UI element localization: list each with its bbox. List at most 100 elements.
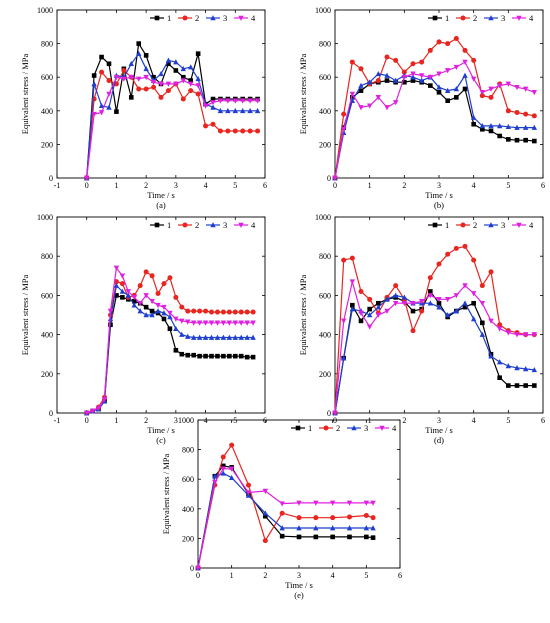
data-point [143,65,149,72]
data-point [185,319,191,325]
data-point [150,79,157,86]
data-point [488,123,494,129]
series-line-4 [86,267,254,414]
data-point [107,308,114,314]
data-point [143,53,149,58]
legend-marker-4 [379,425,385,431]
legend-marker-1 [154,222,160,228]
legend-marker-2 [182,15,188,21]
x-tick-label: 0 [85,181,89,190]
data-point [202,334,209,340]
data-point [496,359,503,365]
series-4 [332,279,538,416]
data-point [91,81,97,87]
data-point [143,312,149,318]
data-point [173,81,179,87]
data-point [99,69,105,75]
data-point [427,47,433,53]
data-point [522,124,529,130]
data-point [210,104,216,110]
y-tick-label: 600 [182,475,194,484]
data-point [232,334,238,340]
data-point [220,470,226,476]
series-line-3 [334,294,535,414]
data-point [370,535,376,540]
data-point [98,102,105,109]
data-point [393,57,399,63]
panel-label: (a) [156,200,166,210]
data-point [151,74,156,80]
data-point [210,96,216,102]
data-point [410,308,416,314]
data-point [128,60,134,67]
data-point [462,47,468,53]
data-point [462,304,468,310]
data-point [128,74,134,81]
series-4 [84,74,261,181]
data-point [392,292,399,298]
data-point [89,408,96,414]
data-point [349,279,356,285]
data-point [131,302,137,308]
legend-label-4: 4 [251,13,256,23]
x-tick-label: 5 [364,571,368,580]
data-point [506,137,511,142]
data-point [418,298,425,305]
data-point [453,86,460,92]
data-point [329,500,336,506]
data-point [471,300,476,306]
data-point [143,269,149,275]
data-point [214,334,221,340]
data-point [232,128,238,134]
data-point [179,351,185,357]
y-tick-label: 600 [319,73,331,82]
data-point [197,353,202,359]
series-line-3 [86,53,258,179]
data-point [167,310,173,316]
legend-marker-4 [238,15,244,21]
y-tick-label: 0 [190,564,194,573]
data-point [232,98,238,104]
data-point [226,309,232,315]
x-tick-label: -1 [54,181,61,190]
data-point [330,515,336,521]
x-tick-label: 6 [398,571,402,580]
data-point [471,57,477,63]
data-point [358,82,364,88]
data-point [522,86,529,92]
x-axis-label: Time / s [425,190,453,200]
data-point [188,81,194,87]
data-point [453,64,460,71]
legend: 1 2 3 4 [428,13,534,23]
data-point [119,273,126,279]
data-point [488,318,494,324]
data-point [167,275,173,281]
data-point [220,334,227,340]
data-point [121,67,127,73]
y-tick-label: 400 [319,331,331,340]
series-4 [332,59,538,181]
data-point [137,308,143,314]
data-point [470,291,477,297]
data-point [531,113,537,119]
data-point [247,98,253,104]
y-axis-label: Equivalent stress / MPa [161,454,171,535]
data-point [232,320,238,326]
x-tick-label: 6 [541,416,545,425]
data-point [232,309,238,315]
x-tick-label: -1 [54,416,61,425]
data-point [227,353,232,359]
data-point [131,295,137,301]
y-tick-label: 1000 [315,213,331,222]
data-point [497,133,502,139]
data-point [364,534,369,540]
data-point [363,525,370,531]
data-point [340,318,347,324]
data-point [436,71,442,77]
data-point [479,283,485,289]
data-point [195,75,201,82]
data-point [427,275,433,281]
data-point [196,320,203,326]
panel-label: (d) [434,435,444,445]
data-point [136,76,142,82]
